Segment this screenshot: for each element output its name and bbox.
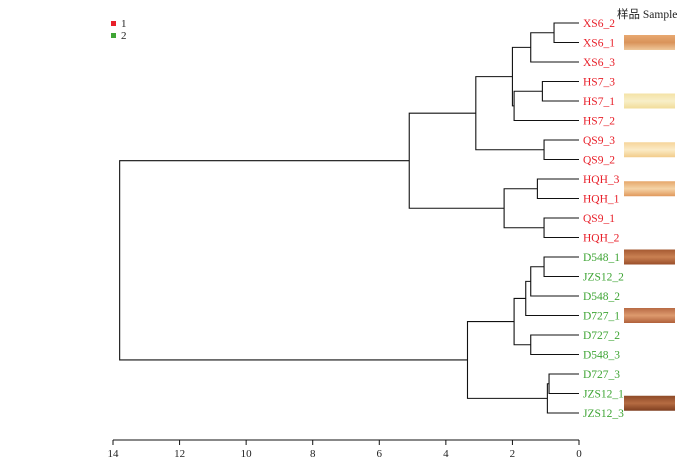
branch-merge-13 (525, 280, 579, 317)
branch-merge-19 (119, 160, 468, 361)
swatch-d727 (624, 308, 675, 323)
swatch-xs6 (624, 35, 675, 50)
dendrogram-branches (119, 22, 579, 414)
leaf-label-d548-3: D548_3 (583, 350, 620, 362)
leaf-label-hqh-2: HQH_2 (583, 233, 620, 245)
leaf-label-qs9-1: QS9_1 (583, 213, 615, 225)
branch-merge-4 (511, 46, 531, 107)
leaf-label-d727-1: D727_1 (583, 311, 620, 323)
legend-swatch-2 (111, 33, 116, 38)
branch-merge-2 (541, 80, 579, 102)
leaf-label-jzs12-2: JZS12_2 (583, 272, 624, 284)
leaf-label-hqh-1: HQH_1 (583, 194, 620, 206)
branch-merge-3 (513, 90, 579, 122)
x-tick-label-8: 8 (310, 448, 316, 460)
branch-merge-9 (503, 188, 545, 229)
branch-merge-8 (543, 217, 579, 239)
leaf-label-xs6-3: XS6_3 (583, 57, 615, 69)
swatch-d548 (624, 249, 675, 265)
x-tick-label-10: 10 (241, 448, 253, 460)
leaf-label-hqh-3: HQH_3 (583, 174, 620, 186)
leaf-label-qs9-2: QS9_2 (583, 155, 615, 167)
branch-merge-14 (530, 334, 579, 356)
leaf-label-d727-2: D727_2 (583, 330, 620, 342)
sample-swatches (624, 35, 675, 411)
swatch-qs9 (624, 142, 675, 158)
leaf-label-hs7-2: HS7_2 (583, 116, 615, 128)
leaf-labels: XS6_2 XS6_1 XS6_3 HS7_3 HS7_1 HS7_2 QS9_3 QS9_2… (583, 18, 624, 420)
swatch-jzs12 (624, 395, 675, 411)
branch-merge-7 (536, 178, 579, 200)
x-tick-label-0: 0 (576, 448, 582, 460)
x-axis: 14 12 10 8 6 4 2 0 (108, 439, 582, 460)
legend-swatch-1 (111, 21, 116, 26)
leaf-label-hs7-1: HS7_1 (583, 96, 615, 108)
x-tick-label-14: 14 (108, 448, 120, 460)
x-tick-label-12: 12 (174, 448, 185, 460)
leaf-label-qs9-3: QS9_3 (583, 135, 615, 147)
branch-merge-10 (408, 112, 505, 209)
leaf-label-hs7-3: HS7_3 (583, 77, 615, 89)
x-tick-label-2: 2 (510, 448, 516, 460)
swatch-hs7 (624, 93, 675, 109)
legend: 12 (111, 18, 127, 42)
leaf-label-d548-1: D548_1 (583, 252, 620, 264)
x-tick-label-6: 6 (377, 448, 383, 460)
leaf-label-d548-2: D548_2 (583, 291, 620, 303)
branch-merge-16 (548, 373, 579, 395)
leaf-label-jzs12-3: JZS12_3 (583, 408, 624, 420)
legend-label-1: 1 (121, 18, 127, 30)
branch-merge-18 (466, 321, 548, 399)
x-tick-label-4: 4 (443, 448, 449, 460)
branch-merge-0 (553, 22, 579, 44)
branch-merge-11 (543, 256, 579, 278)
leaf-label-d727-3: D727_3 (583, 369, 620, 381)
branch-merge-17 (546, 383, 579, 414)
sample-column-title: 样品 Sample (617, 7, 677, 21)
branch-merge-12 (530, 266, 579, 297)
branch-merge-6 (475, 76, 545, 151)
leaf-label-jzs12-1: JZS12_1 (583, 389, 624, 401)
swatch-hqh (624, 181, 675, 197)
leaf-label-xs6-1: XS6_1 (583, 38, 615, 50)
branch-merge-15 (513, 297, 531, 346)
leaf-label-xs6-2: XS6_2 (583, 18, 615, 30)
branch-merge-5 (543, 139, 579, 161)
legend-label-2: 2 (121, 30, 127, 42)
branch-merge-1 (530, 32, 579, 63)
